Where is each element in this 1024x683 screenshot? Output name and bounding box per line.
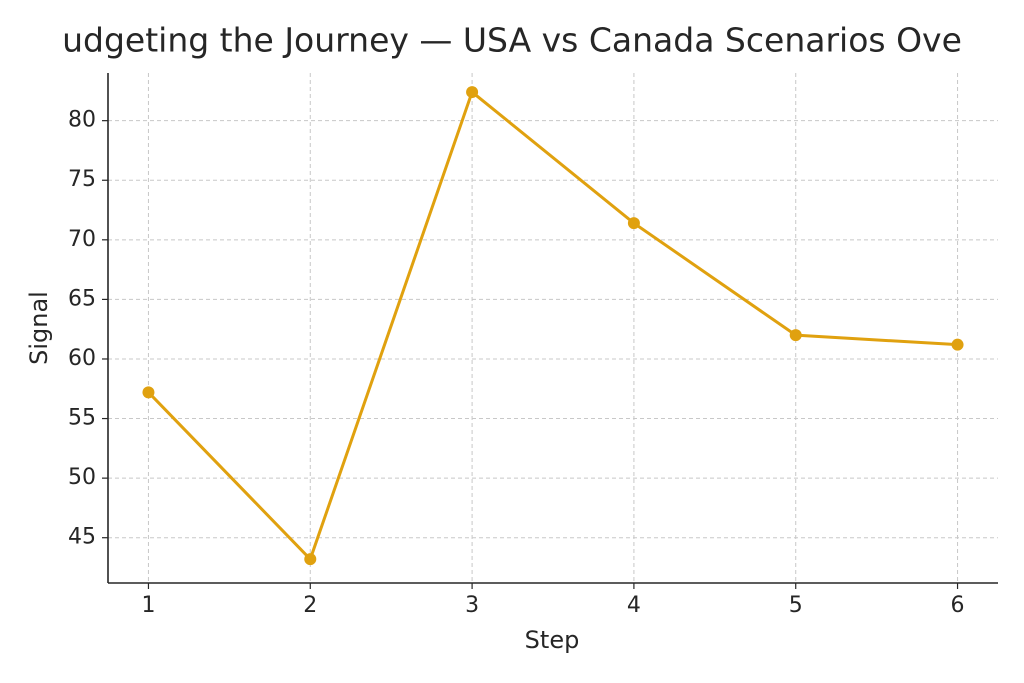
x-tick-label: 6 bbox=[951, 593, 965, 618]
data-point bbox=[142, 386, 155, 399]
y-tick-label: 60 bbox=[68, 346, 96, 371]
x-tick-label: 5 bbox=[789, 593, 803, 618]
chart-title: udgeting the Journey — USA vs Canada Sce… bbox=[62, 21, 962, 60]
x-tick-label: 2 bbox=[303, 593, 317, 618]
y-axis-label: Signal bbox=[25, 291, 53, 365]
x-axis-label: Step bbox=[525, 626, 580, 654]
y-tick-label: 80 bbox=[68, 108, 96, 133]
data-point bbox=[789, 329, 802, 342]
y-tick-label: 65 bbox=[68, 286, 96, 311]
y-tick-label: 55 bbox=[68, 406, 96, 431]
x-tick-label: 4 bbox=[627, 593, 641, 618]
data-point bbox=[304, 553, 317, 566]
y-tick-label: 45 bbox=[68, 525, 96, 550]
data-point bbox=[627, 217, 640, 230]
y-tick-label: 70 bbox=[68, 227, 96, 252]
data-line bbox=[147, 89, 958, 562]
data-point bbox=[466, 86, 479, 99]
y-tick-label: 75 bbox=[68, 167, 96, 192]
x-tick-label: 3 bbox=[465, 593, 479, 618]
data-point bbox=[951, 338, 964, 351]
y-tick-label: 50 bbox=[68, 465, 96, 490]
x-tick-label: 1 bbox=[141, 593, 155, 618]
